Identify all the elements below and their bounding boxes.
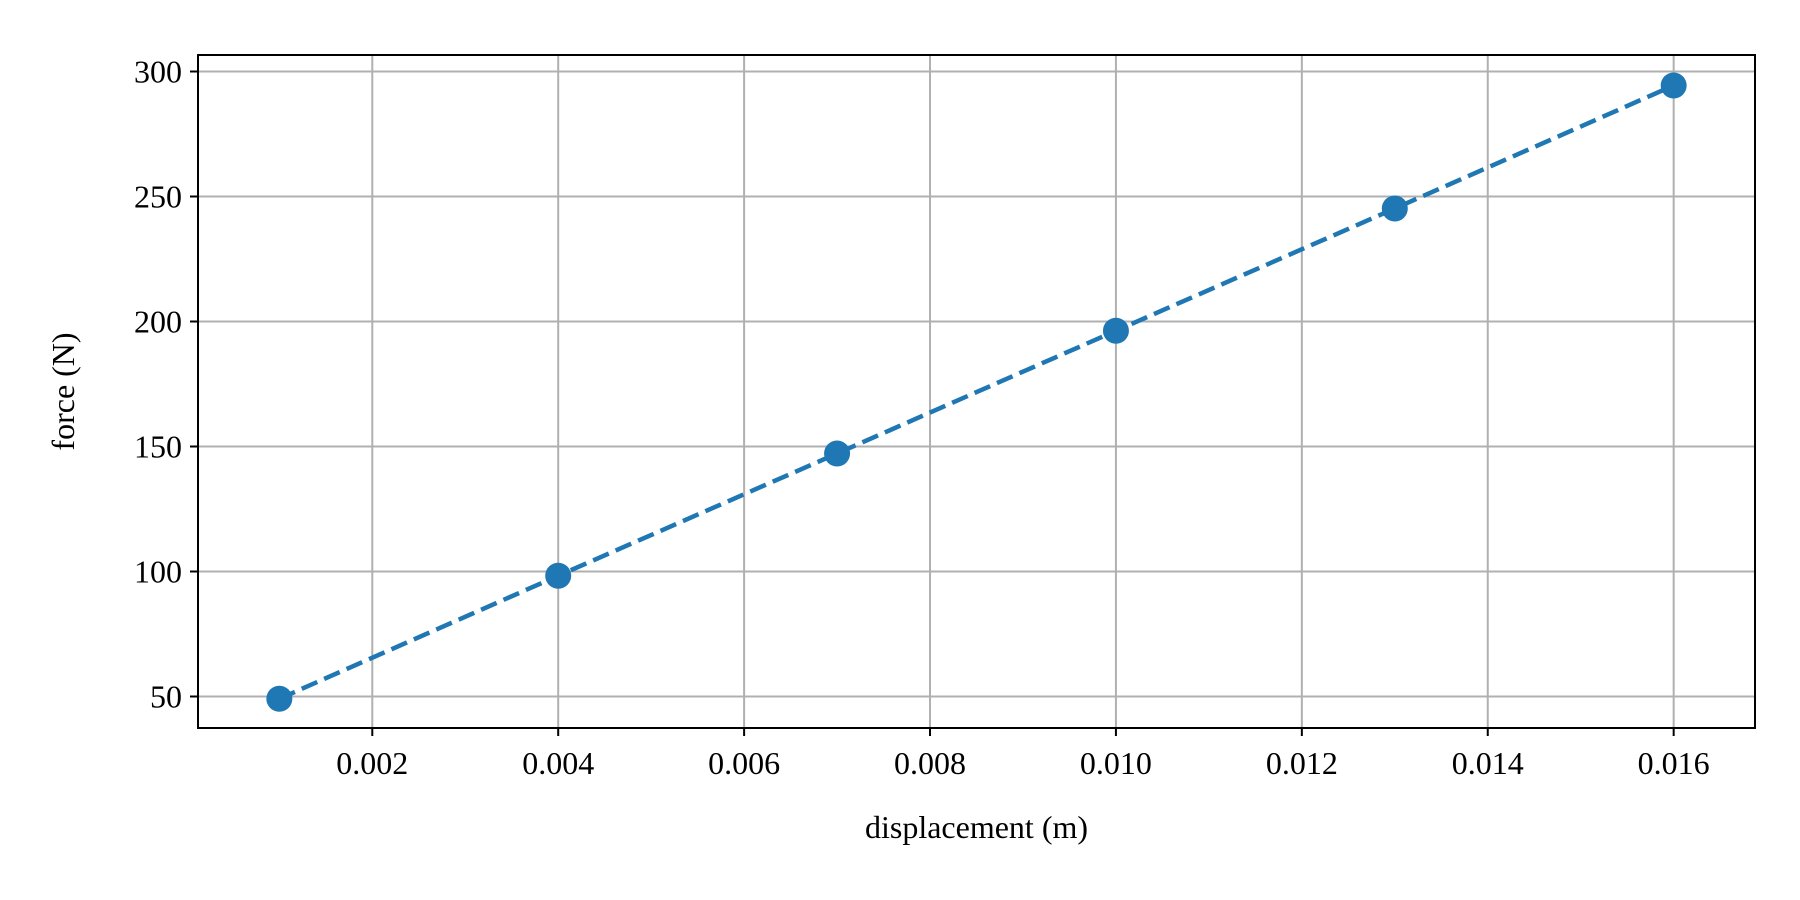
series-layer: [266, 72, 1687, 712]
series-line: [278, 83, 1675, 701]
y-tick-label: 250: [134, 179, 182, 215]
x-tick-label: 0.006: [708, 745, 780, 781]
x-tick-label: 0.002: [336, 745, 408, 781]
data-point: [1660, 72, 1687, 99]
x-tick-label: 0.014: [1452, 745, 1524, 781]
y-axis-ticks: 50 100 150 200 250 300: [134, 54, 198, 715]
data-point: [824, 440, 851, 467]
x-tick-label: 0.012: [1266, 745, 1338, 781]
y-tick-label: 150: [134, 429, 182, 465]
x-tick-label: 0.004: [522, 745, 594, 781]
y-tick-label: 50: [150, 679, 182, 715]
x-axis-label: displacement (m): [865, 809, 1088, 845]
data-point: [1381, 195, 1408, 222]
data-point: [545, 562, 572, 589]
x-axis-ticks: 0.002 0.004 0.006 0.008 0.010 0.012 0.014 0.016: [336, 728, 1710, 781]
y-tick-label: 200: [134, 304, 182, 340]
plot-frame: [197, 54, 1756, 729]
grid: [198, 55, 1755, 728]
y-axis-label: force (N): [45, 332, 81, 450]
y-tick-label: 300: [134, 54, 182, 90]
x-tick-label: 0.010: [1080, 745, 1152, 781]
x-tick-label: 0.008: [894, 745, 966, 781]
x-tick-label: 0.016: [1638, 745, 1710, 781]
data-point: [1102, 317, 1129, 344]
y-tick-label: 100: [134, 554, 182, 590]
data-point: [266, 685, 293, 712]
